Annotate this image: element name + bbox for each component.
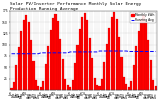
Bar: [120, 57, 123, 90]
Bar: [50, 30, 52, 90]
Bar: [108, 28, 110, 90]
Bar: [135, 46, 137, 90]
Bar: [59, 39, 61, 90]
Bar: [150, 60, 152, 90]
Bar: [140, 19, 142, 90]
Bar: [54, 14, 56, 90]
Bar: [37, 86, 39, 90]
Bar: [13, 82, 15, 90]
Bar: [118, 37, 120, 90]
Bar: [69, 87, 71, 90]
Bar: [86, 20, 88, 90]
Bar: [111, 17, 113, 90]
Text: Solar PV/Inverter Performance Monthly Solar Energy Production Running Average: Solar PV/Inverter Performance Monthly So…: [10, 2, 141, 11]
Bar: [147, 40, 149, 90]
Bar: [45, 64, 47, 90]
Bar: [47, 46, 49, 90]
Bar: [142, 15, 144, 90]
Bar: [35, 80, 37, 90]
Bar: [125, 84, 127, 90]
Bar: [81, 18, 83, 90]
Bar: [52, 18, 54, 90]
Bar: [145, 22, 147, 90]
Bar: [130, 81, 132, 90]
Bar: [10, 88, 12, 90]
Bar: [155, 86, 157, 90]
Bar: [72, 80, 74, 90]
Bar: [40, 87, 42, 90]
Bar: [98, 86, 100, 90]
Bar: [103, 62, 105, 90]
Legend: Monthly kWh, Running Avg: Monthly kWh, Running Avg: [130, 12, 156, 22]
Bar: [106, 44, 108, 90]
Bar: [79, 29, 81, 90]
Bar: [18, 47, 20, 90]
Bar: [20, 31, 22, 90]
Bar: [42, 81, 44, 90]
Bar: [91, 58, 93, 90]
Bar: [25, 15, 27, 90]
Bar: [116, 19, 118, 90]
Bar: [32, 60, 35, 90]
Bar: [57, 21, 59, 90]
Bar: [89, 38, 91, 90]
Bar: [123, 77, 125, 90]
Bar: [133, 65, 135, 90]
Bar: [62, 59, 64, 90]
Bar: [128, 87, 130, 90]
Bar: [67, 86, 69, 90]
Bar: [113, 12, 115, 90]
Bar: [84, 13, 86, 90]
Bar: [64, 79, 66, 90]
Bar: [23, 20, 25, 90]
Bar: [74, 63, 76, 90]
Bar: [101, 79, 103, 90]
Bar: [152, 80, 154, 90]
Bar: [15, 65, 17, 90]
Bar: [30, 40, 32, 90]
Bar: [94, 78, 96, 90]
Bar: [96, 84, 98, 90]
Bar: [28, 22, 30, 90]
Bar: [138, 31, 140, 90]
Bar: [76, 45, 79, 90]
